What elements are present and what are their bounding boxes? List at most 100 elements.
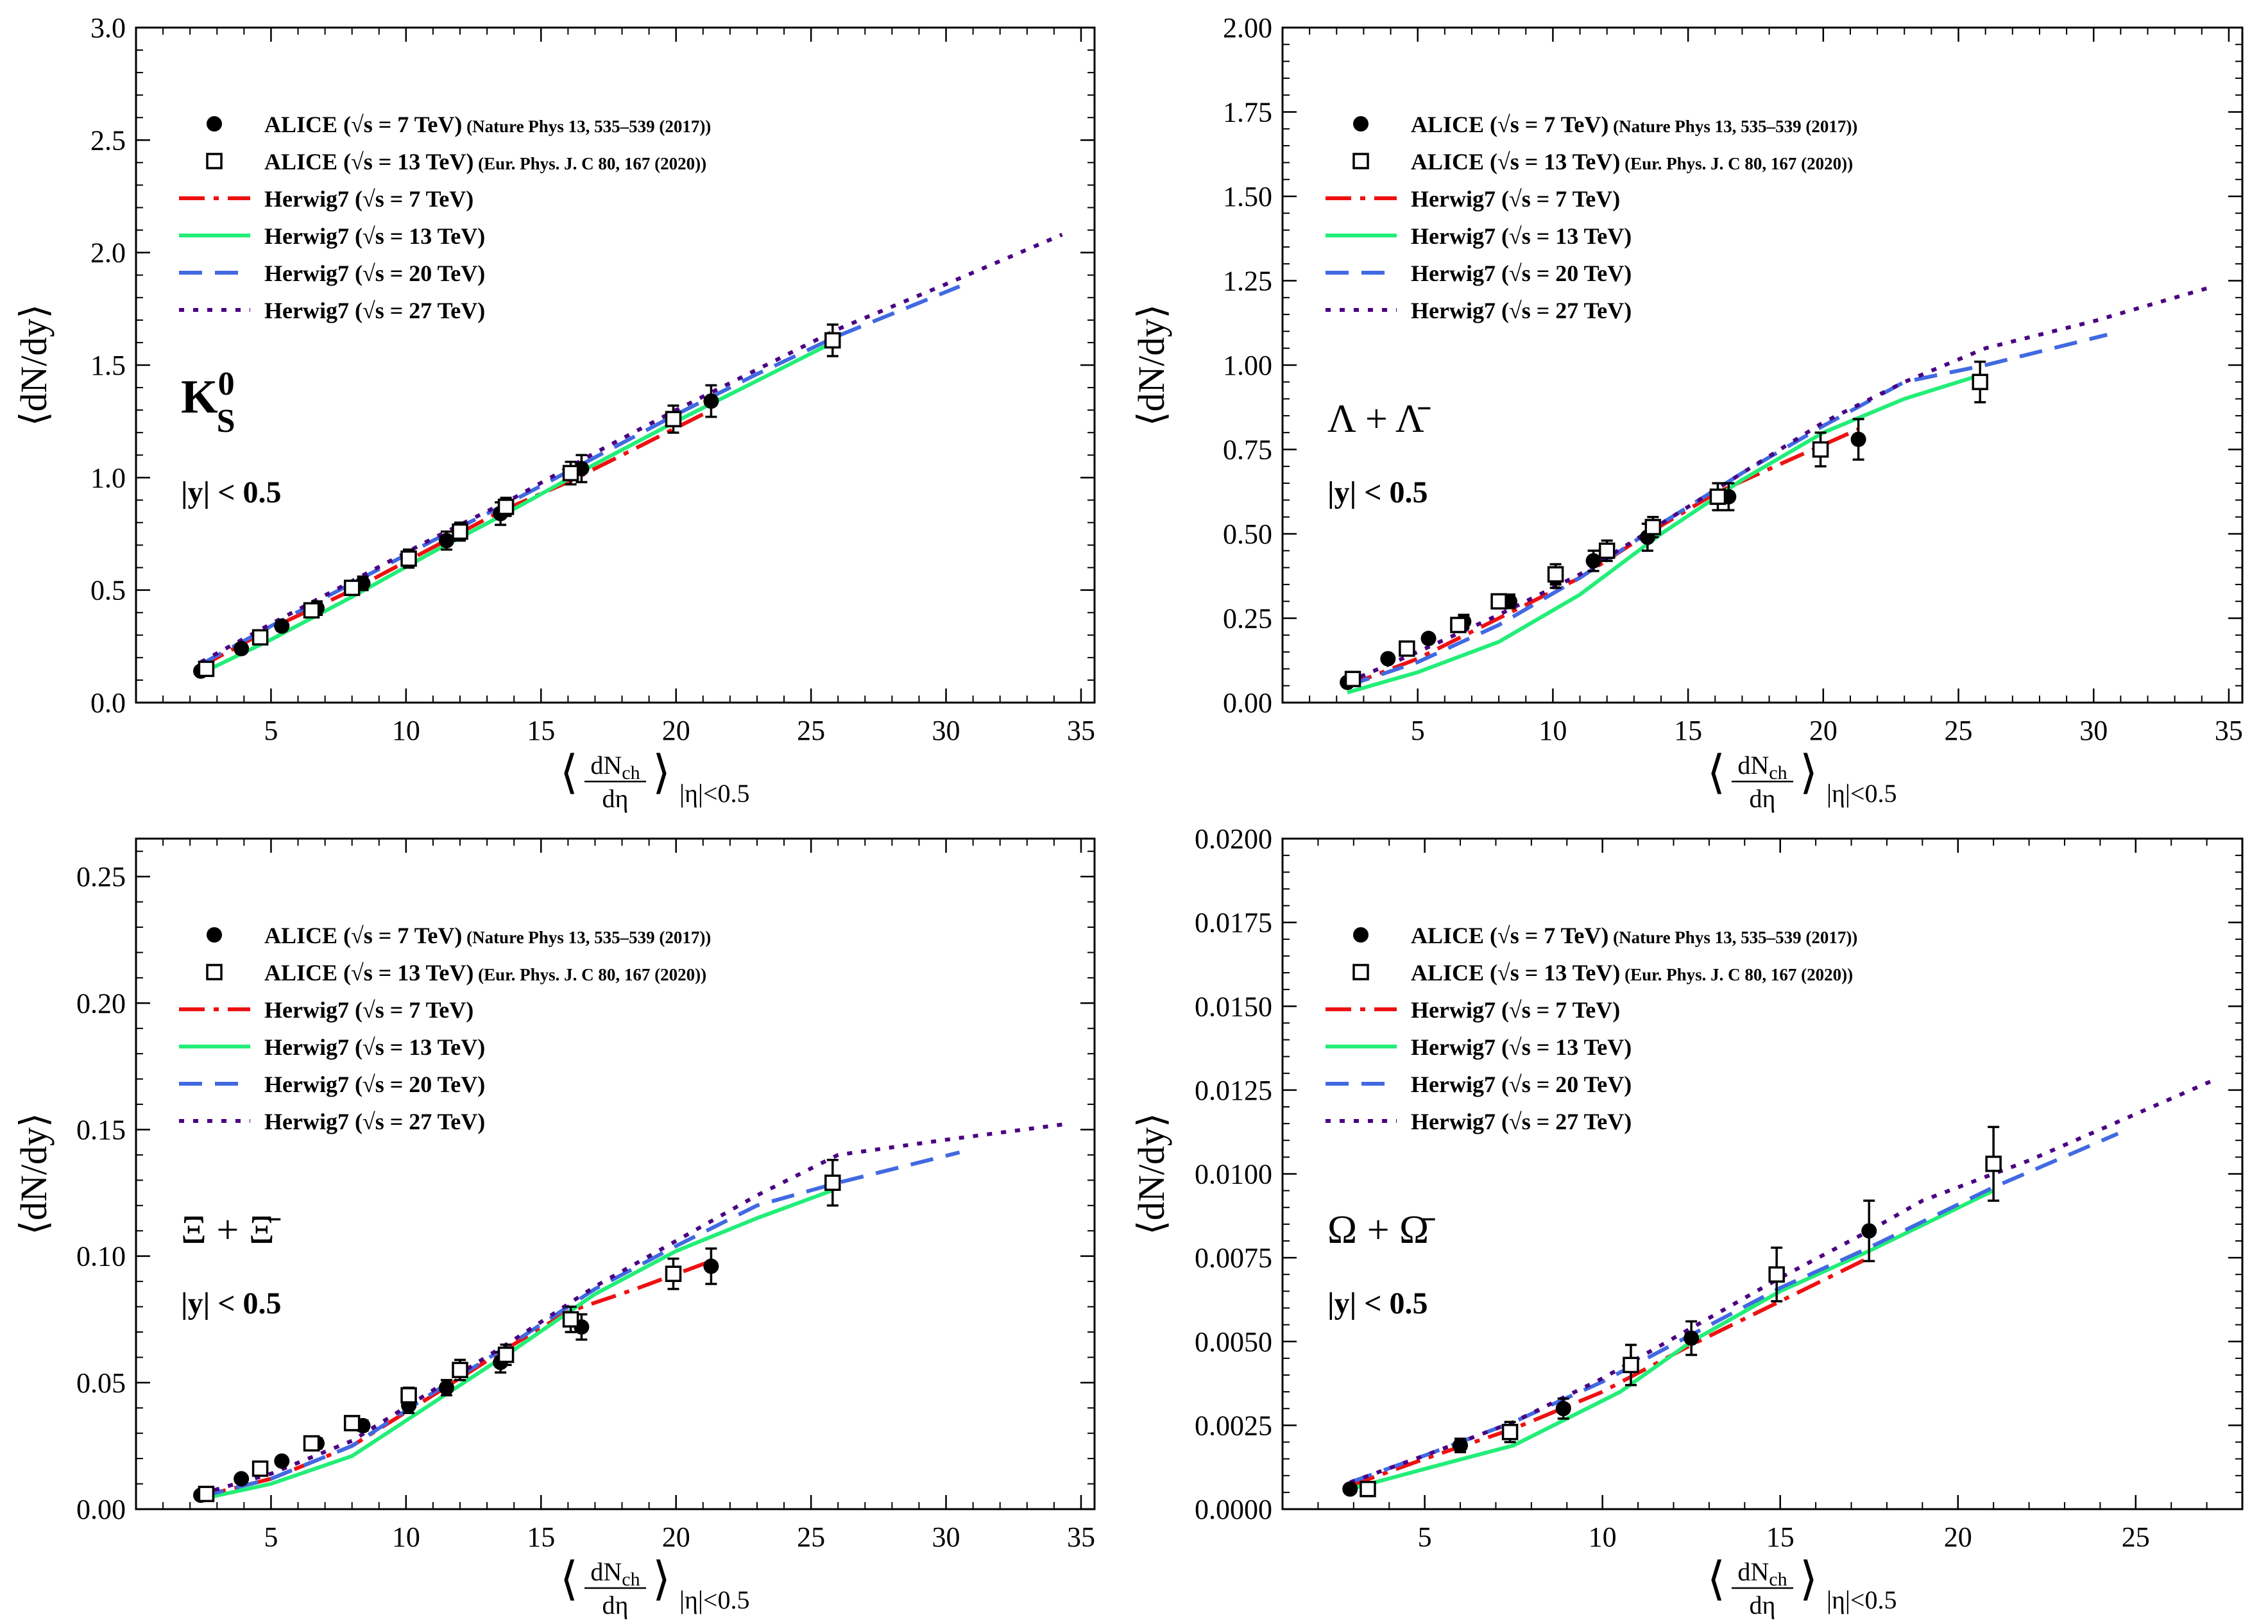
legend-marker-alice13 bbox=[1352, 964, 1369, 980]
data-point-alice7 bbox=[1850, 431, 1866, 447]
x-tick-label: 10 bbox=[392, 1521, 420, 1553]
data-point-alice7 bbox=[438, 533, 454, 549]
legend-label-herwig13: Herwig7 (√s = 13 TeV) bbox=[264, 1034, 485, 1060]
y-tick-label: 0.5 bbox=[90, 575, 126, 606]
y-tick-label: 0.0125 bbox=[1195, 1075, 1272, 1106]
data-point-alice13 bbox=[1399, 640, 1415, 657]
y-tick-label: 0.25 bbox=[76, 861, 126, 893]
curve-herwig20 bbox=[1349, 1132, 2119, 1485]
legend-label-herwig7: Herwig7 (√s = 7 TeV) bbox=[1411, 997, 1620, 1023]
data-point-alice13 bbox=[400, 550, 417, 567]
x-tick-label: 5 bbox=[264, 715, 278, 746]
data-point-alice13 bbox=[1768, 1266, 1785, 1283]
y-tick-label: 0.0075 bbox=[1195, 1242, 1272, 1274]
legend-label-herwig13: Herwig7 (√s = 13 TeV) bbox=[1411, 1034, 1632, 1060]
data-point-alice13 bbox=[303, 602, 320, 619]
y-tick-label: 0.00 bbox=[76, 1494, 126, 1525]
particle-annotation: Ξ + Ξ̄ |y| < 0.5 bbox=[181, 1208, 282, 1321]
panel-top-right: 5 10 15 20 25 30 35 0.00 0.25 0.50 0.75 1.00 1.25 1.5… bbox=[1130, 12, 2244, 813]
legend-label-herwig20: Herwig7 (√s = 20 TeV) bbox=[264, 1072, 485, 1097]
legend-marker-alice7 bbox=[207, 116, 222, 132]
x-tick-label: 25 bbox=[797, 1521, 825, 1553]
rapidity-cut-label: |y| < 0.5 bbox=[181, 475, 282, 509]
x-label-bracket-left: ⟨ bbox=[560, 1553, 578, 1605]
legend-label-herwig7: Herwig7 (√s = 7 TeV) bbox=[1411, 186, 1620, 212]
legend: ALICE (√s = 7 TeV) (Nature Phys 13, 535–… bbox=[1326, 923, 1857, 1134]
y-tick-label: 0.0100 bbox=[1195, 1159, 1272, 1190]
legend-label-alice7: ALICE (√s = 7 TeV) (Nature Phys 13, 535–… bbox=[264, 112, 711, 137]
data-point-alice13 bbox=[252, 629, 269, 646]
x-label-bracket-right: ⟩ bbox=[1800, 1553, 1818, 1605]
data-point-alice13 bbox=[824, 332, 841, 349]
x-tick-label: 30 bbox=[932, 715, 960, 746]
data-point-alice13 bbox=[1360, 1480, 1376, 1498]
data-point-alice7 bbox=[1555, 1401, 1571, 1417]
y-tick-label: 1.00 bbox=[1223, 350, 1272, 381]
x-label-denominator: dη bbox=[1750, 784, 1776, 813]
data-point-alice7 bbox=[1420, 631, 1437, 647]
y-axis-label: ⟨dN/dy⟩ bbox=[13, 1113, 55, 1235]
legend-label-alice7: ALICE (√s = 7 TeV) (Nature Phys 13, 535–… bbox=[1411, 923, 1857, 948]
data-point-alice13 bbox=[343, 579, 361, 596]
data-point-alice7 bbox=[1453, 1437, 1469, 1453]
x-label-subscript: |η|<0.5 bbox=[679, 779, 750, 808]
panel-top-left: 5 10 15 20 25 30 35 0.0 0.5 1.0 1.5 2.0 2.5 3.0 ⟨dN/dy… bbox=[13, 12, 1096, 813]
data-point-alice7 bbox=[1684, 1330, 1700, 1346]
data-point-alice7 bbox=[1861, 1223, 1877, 1239]
x-tick-label: 20 bbox=[662, 715, 690, 746]
legend-label-herwig27: Herwig7 (√s = 27 TeV) bbox=[1411, 1109, 1632, 1134]
particle-annotation: K0 S |y| < 0.5 bbox=[181, 366, 282, 509]
legend-label-herwig20: Herwig7 (√s = 20 TeV) bbox=[264, 261, 485, 286]
curve-herwig20 bbox=[200, 1150, 960, 1499]
legend-marker-alice13 bbox=[1352, 153, 1369, 169]
y-tick-label: 0.75 bbox=[1223, 434, 1272, 466]
x-label-bracket-left: ⟨ bbox=[560, 747, 578, 798]
y-tick-label: 1.0 bbox=[90, 462, 126, 493]
data-point-alice13 bbox=[497, 1346, 515, 1363]
y-tick-label: 2.00 bbox=[1223, 12, 1272, 44]
y-tick-label: 0.0150 bbox=[1195, 991, 1272, 1022]
x-tick-label: 25 bbox=[797, 715, 825, 746]
legend-label-herwig7: Herwig7 (√s = 7 TeV) bbox=[264, 186, 473, 212]
rapidity-cut-label: |y| < 0.5 bbox=[181, 1286, 282, 1321]
data-point-alice7 bbox=[1380, 651, 1396, 667]
data-point-alice13 bbox=[562, 465, 579, 482]
x-label-subscript: |η|<0.5 bbox=[1827, 779, 1897, 808]
legend-label-herwig13: Herwig7 (√s = 13 TeV) bbox=[1411, 223, 1632, 249]
plot-frame bbox=[135, 837, 1096, 1510]
y-tick-label: 1.75 bbox=[1223, 97, 1272, 128]
y-tick-label: 0.20 bbox=[76, 987, 126, 1019]
x-tick-label: 35 bbox=[2215, 715, 2243, 746]
data-point-alice13 bbox=[1450, 617, 1467, 633]
x-label-numerator: dNch bbox=[1737, 1557, 1787, 1590]
y-tick-label: 0.10 bbox=[76, 1241, 126, 1272]
x-label-numerator: dNch bbox=[590, 1557, 640, 1590]
data-point-alice13 bbox=[1644, 518, 1662, 536]
legend-label-alice13: ALICE (√s = 13 TeV) (Eur. Phys. J. C 80,… bbox=[264, 149, 706, 175]
data-point-alice7 bbox=[703, 1258, 719, 1274]
y-tick-label: 1.50 bbox=[1223, 181, 1272, 212]
data-point-alice13 bbox=[665, 411, 682, 427]
data-point-alice13 bbox=[198, 660, 215, 678]
data-point-alice13 bbox=[303, 1435, 320, 1452]
x-tick-label: 30 bbox=[932, 1521, 960, 1553]
data-point-alice13 bbox=[665, 1265, 682, 1283]
particle-label: Ξ + Ξ̄ bbox=[181, 1208, 281, 1252]
y-tick-label: 0.15 bbox=[76, 1114, 126, 1145]
x-tick-label: 30 bbox=[2079, 715, 2108, 746]
x-tick-label: 10 bbox=[392, 715, 420, 746]
y-tick-label: 0.05 bbox=[76, 1367, 126, 1399]
y-tick-label: 2.5 bbox=[90, 124, 126, 156]
particle-label: Λ + Λ̄ bbox=[1327, 397, 1431, 441]
rapidity-cut-label: |y| < 0.5 bbox=[1327, 475, 1428, 509]
panel-bottom-right: 5 10 15 20 25 0.0000 0.0025 0.0050 0.0075 0.0100 0… bbox=[1130, 823, 2244, 1620]
particle-label: Ω + Ω̄ bbox=[1327, 1208, 1435, 1252]
x-label-bracket-right: ⟩ bbox=[1800, 747, 1818, 798]
x-label-denominator: dη bbox=[602, 1591, 629, 1620]
data-point-alice13 bbox=[1623, 1356, 1639, 1374]
data-point-alice13 bbox=[400, 1387, 417, 1404]
data-point-alice7 bbox=[234, 640, 250, 656]
x-label-bracket-left: ⟨ bbox=[1707, 747, 1725, 798]
